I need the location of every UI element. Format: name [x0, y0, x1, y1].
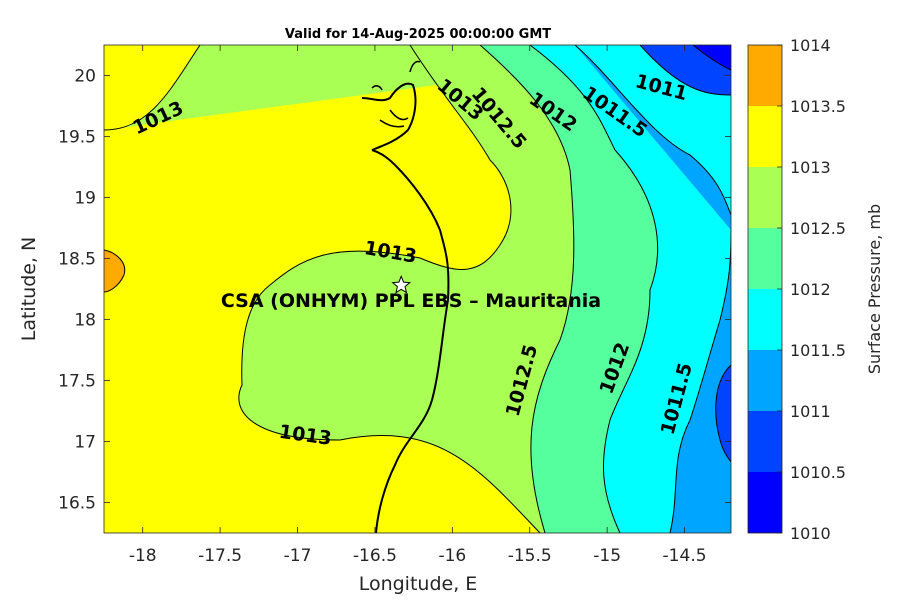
x-tick-label: -17.5: [198, 546, 242, 566]
x-tick-label: -16.5: [353, 546, 397, 566]
colorbar-tick-label: 1012.5: [790, 219, 846, 238]
y-tick-label: 18.5: [58, 250, 96, 270]
x-tick-label: -14.5: [663, 546, 707, 566]
colorbar-swatch: [748, 167, 782, 228]
y-tick-label: 17: [74, 433, 96, 453]
y-tick-label: 19: [74, 189, 96, 209]
band-1010-to-1010.5: [693, 45, 731, 70]
y-tick-label: 16.5: [58, 494, 96, 514]
site-star-icon: [391, 274, 412, 294]
x-tick-label: -18: [129, 546, 157, 566]
y-tick-label: 20: [74, 67, 96, 87]
chart-title: Valid for 14-Aug-2025 00:00:00 GMT: [285, 27, 551, 42]
band-1010.5-to-1011: [640, 45, 731, 462]
coastline: [361, 60, 450, 533]
band-1011-to-1011.5: [575, 45, 731, 533]
y-axis: 16.5 17 17.5 18 18.5 19 19.5 20: [58, 67, 731, 514]
colorbar-tick-label: 1012: [790, 280, 831, 299]
x-tick-label: -17: [284, 546, 312, 566]
y-tick-label: 17.5: [58, 372, 96, 392]
colorbar: 1010 1010.5 1011 1011.5 1012 1012.5 1013 1013.5…: [747, 36, 846, 543]
colorbar-swatch: [748, 350, 782, 411]
colorbar-label: Surface Pressure, mb: [865, 204, 884, 374]
plot-area: [104, 45, 731, 533]
colorbar-swatch: [748, 472, 782, 533]
contour-lines: [104, 45, 731, 533]
colorbar-tick-label: 1011: [790, 402, 831, 421]
x-axis-label: Longitude, E: [359, 573, 478, 595]
colorbar-tick-label: 1010: [790, 524, 831, 543]
colorbar-swatch: [748, 106, 782, 167]
colorbar-tick-label: 1013: [790, 158, 831, 177]
site-label: CSA (ONHYM) PPL EBS – Mauritania: [221, 290, 601, 312]
colorbar-swatch: [748, 228, 782, 289]
x-axis: -18 -17.5 -17 -16.5 -16 -15.5 -15 -14.5: [129, 45, 707, 566]
colorbar-tick-label: 1013.5: [790, 97, 846, 116]
band-1013.5-to-1014-west: [104, 250, 125, 292]
x-tick-label: -15: [593, 546, 621, 566]
colorbar-tick-label: 1010.5: [790, 463, 846, 482]
x-tick-label: -16: [438, 546, 466, 566]
x-tick-label: -15.5: [508, 546, 552, 566]
plot-frame: [103, 44, 732, 534]
colorbar-tick-label: 1014: [790, 36, 831, 55]
colorbar-swatch: [748, 289, 782, 350]
site-marker: CSA (ONHYM) PPL EBS – Mauritania: [221, 274, 601, 312]
y-tick-label: 18: [74, 311, 96, 331]
y-tick-label: 19.5: [58, 128, 96, 148]
colorbar-tick-label: 1011.5: [790, 341, 846, 360]
colorbar-swatch: [748, 45, 782, 106]
colorbar-swatch: [748, 411, 782, 472]
y-axis-label: Latitude, N: [18, 237, 40, 342]
